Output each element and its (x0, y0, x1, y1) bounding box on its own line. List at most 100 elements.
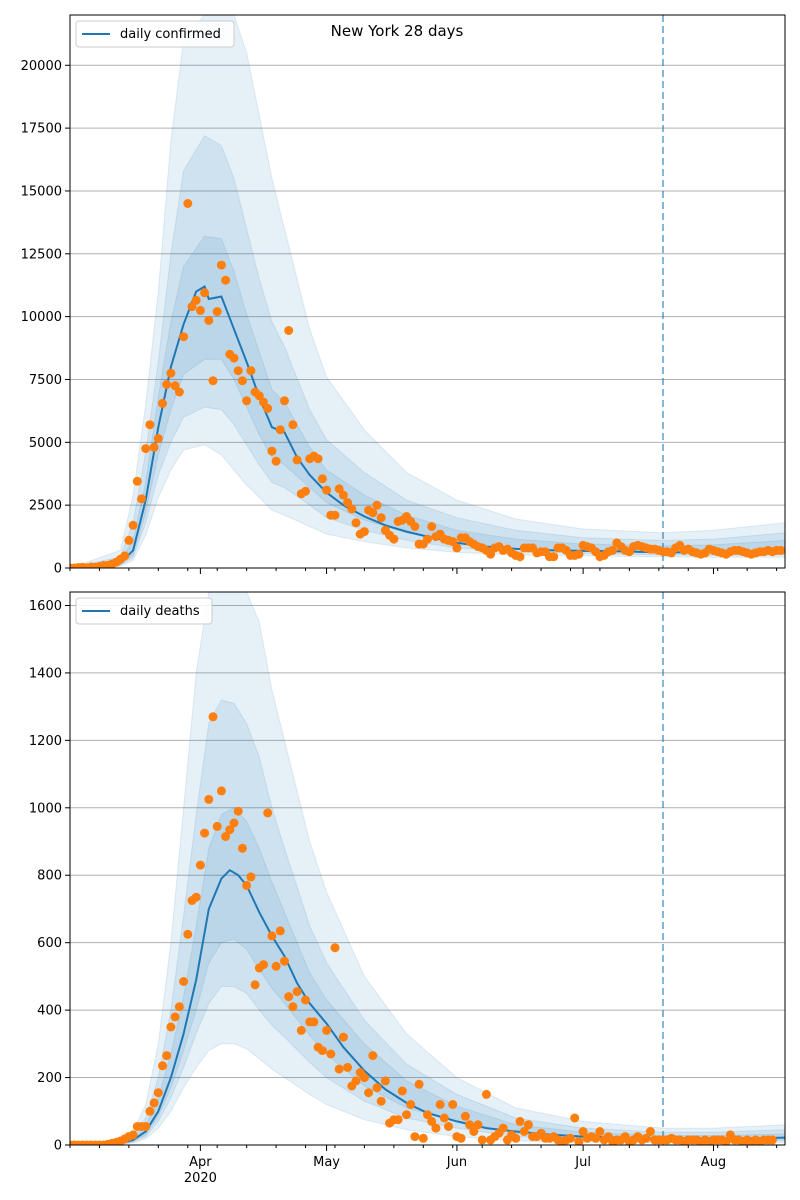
confirmed-uncertainty-band-2 (70, 135, 785, 568)
deaths-observed-point (141, 1122, 151, 1131)
deaths-observed-point (170, 1012, 180, 1022)
confirmed-observed-point (317, 474, 327, 484)
confirmed-observed-point (347, 504, 357, 514)
confirmed-axes-frame (69, 14, 786, 569)
deaths-observed-point (246, 872, 256, 882)
deaths-observed-point (578, 1127, 588, 1136)
deaths-observed-point (423, 1110, 432, 1120)
confirmed-legend-label: daily confirmed (120, 27, 221, 42)
deaths-observed-point (204, 794, 214, 804)
deaths-observed-point (511, 1133, 521, 1143)
deaths-observed-point (645, 1127, 655, 1136)
deaths-observed-point (195, 860, 205, 870)
deaths-observed-point (191, 892, 201, 902)
deaths-median-line (70, 868, 785, 1145)
deaths-y-tick-label: 600 (37, 936, 62, 951)
confirmed-observed-point (246, 366, 256, 376)
confirmed-observed-point (292, 455, 302, 465)
confirmed-y-tick-label: 17500 (21, 122, 62, 137)
confirmed-y-tick-label: 0 (54, 562, 62, 577)
deaths-observed-point (326, 1049, 336, 1059)
deaths-observed-point (519, 1127, 529, 1136)
deaths-observed-point (427, 1116, 437, 1126)
deaths-observed-point (351, 1076, 361, 1086)
deaths-observed-point (200, 828, 210, 838)
confirmed-observed-point (359, 527, 369, 537)
deaths-observed-point (721, 1137, 731, 1145)
deaths-observed-point (359, 1073, 369, 1083)
confirmed-legend: daily confirmed (75, 20, 235, 48)
confirmed-y-tick-label: 10000 (21, 310, 62, 325)
confirmed-observed-point (338, 490, 348, 500)
deaths-observed-point (515, 1116, 525, 1126)
deaths-observed-point (250, 980, 260, 990)
confirmed-observed-point (145, 420, 155, 430)
confirmed-observed-point (191, 295, 201, 305)
deaths-median-line-group (70, 868, 785, 1145)
deaths-observed-point (414, 1079, 424, 1089)
confirmed-observed-point (280, 396, 289, 406)
deaths-observed-point (566, 1133, 575, 1143)
confirmed-observed-point (162, 380, 172, 389)
confirmed-observed-point (153, 434, 163, 443)
deaths-observed-point (498, 1123, 508, 1133)
deaths-observed-point (364, 1088, 374, 1098)
deaths-observed-point (322, 1025, 332, 1035)
confirmed-observed-point (149, 442, 159, 452)
confirmed-observed-point (351, 518, 361, 528)
deaths-observed-point (376, 1096, 386, 1106)
confirmed-observed-point (301, 486, 310, 496)
confirmed-uncertainty-band-1 (70, 15, 785, 568)
deaths-observed-point (153, 1088, 163, 1098)
confirmed-observed-point (423, 534, 432, 544)
deaths-observed-point (221, 832, 231, 841)
deaths-observed-point (444, 1122, 453, 1131)
deaths-observed-point (368, 1051, 378, 1061)
deaths-observed-point (309, 1017, 319, 1027)
deaths-observed-point (570, 1113, 580, 1123)
confirmed-observed-point (267, 446, 277, 456)
deaths-observed-point (772, 0, 781, 5)
deaths-observed-point (259, 960, 268, 970)
confirmed-observed-point (574, 549, 584, 559)
confirmed-observed-point (229, 353, 239, 363)
confirmed-observed-point (372, 500, 382, 510)
deaths-axes-frame (69, 591, 786, 1146)
deaths-observed-point (317, 1046, 327, 1056)
confirmed-observed-point (368, 508, 378, 518)
deaths-observed-point (158, 1061, 167, 1071)
deaths-observed-point (296, 1025, 306, 1035)
deaths-observed-point (183, 929, 193, 939)
deaths-observed-point (465, 1120, 475, 1130)
deaths-observed-point (334, 1064, 344, 1074)
deaths-observed-point (448, 1100, 458, 1109)
deaths-observed-point (166, 1022, 176, 1032)
deaths-observed-point (242, 880, 252, 890)
deaths-observed-point (212, 821, 222, 831)
deaths-observed-point (145, 1106, 155, 1116)
confirmed-y-tick-label: 20000 (21, 59, 62, 74)
deaths-observed-point (574, 1137, 584, 1145)
confirmed-y-tick-label: 2500 (29, 499, 62, 514)
x-tick-label: May (313, 1155, 340, 1170)
deaths-observed-point (179, 977, 189, 986)
deaths-observed-point (330, 943, 340, 953)
deaths-observed-point (406, 1100, 416, 1109)
deaths-observed-point (288, 1002, 298, 1012)
confirmed-observed-point (120, 551, 130, 561)
deaths-observed-point (284, 992, 294, 1002)
deaths-observed-point (237, 843, 247, 853)
deaths-observed-point (271, 961, 281, 971)
deaths-observed-point (343, 1062, 353, 1072)
confirmed-observed-point (166, 368, 176, 378)
deaths-observed-point (431, 1123, 441, 1133)
deaths-y-tick-label: 200 (37, 1071, 62, 1086)
figure-title: New York 28 days (331, 22, 464, 40)
confirmed-y-tick-label: 7500 (29, 373, 62, 388)
deaths-observed-point (338, 1032, 348, 1042)
confirmed-observed-point (608, 545, 618, 555)
deaths-observed-point (275, 926, 285, 936)
deaths-observed-point (402, 1110, 411, 1120)
